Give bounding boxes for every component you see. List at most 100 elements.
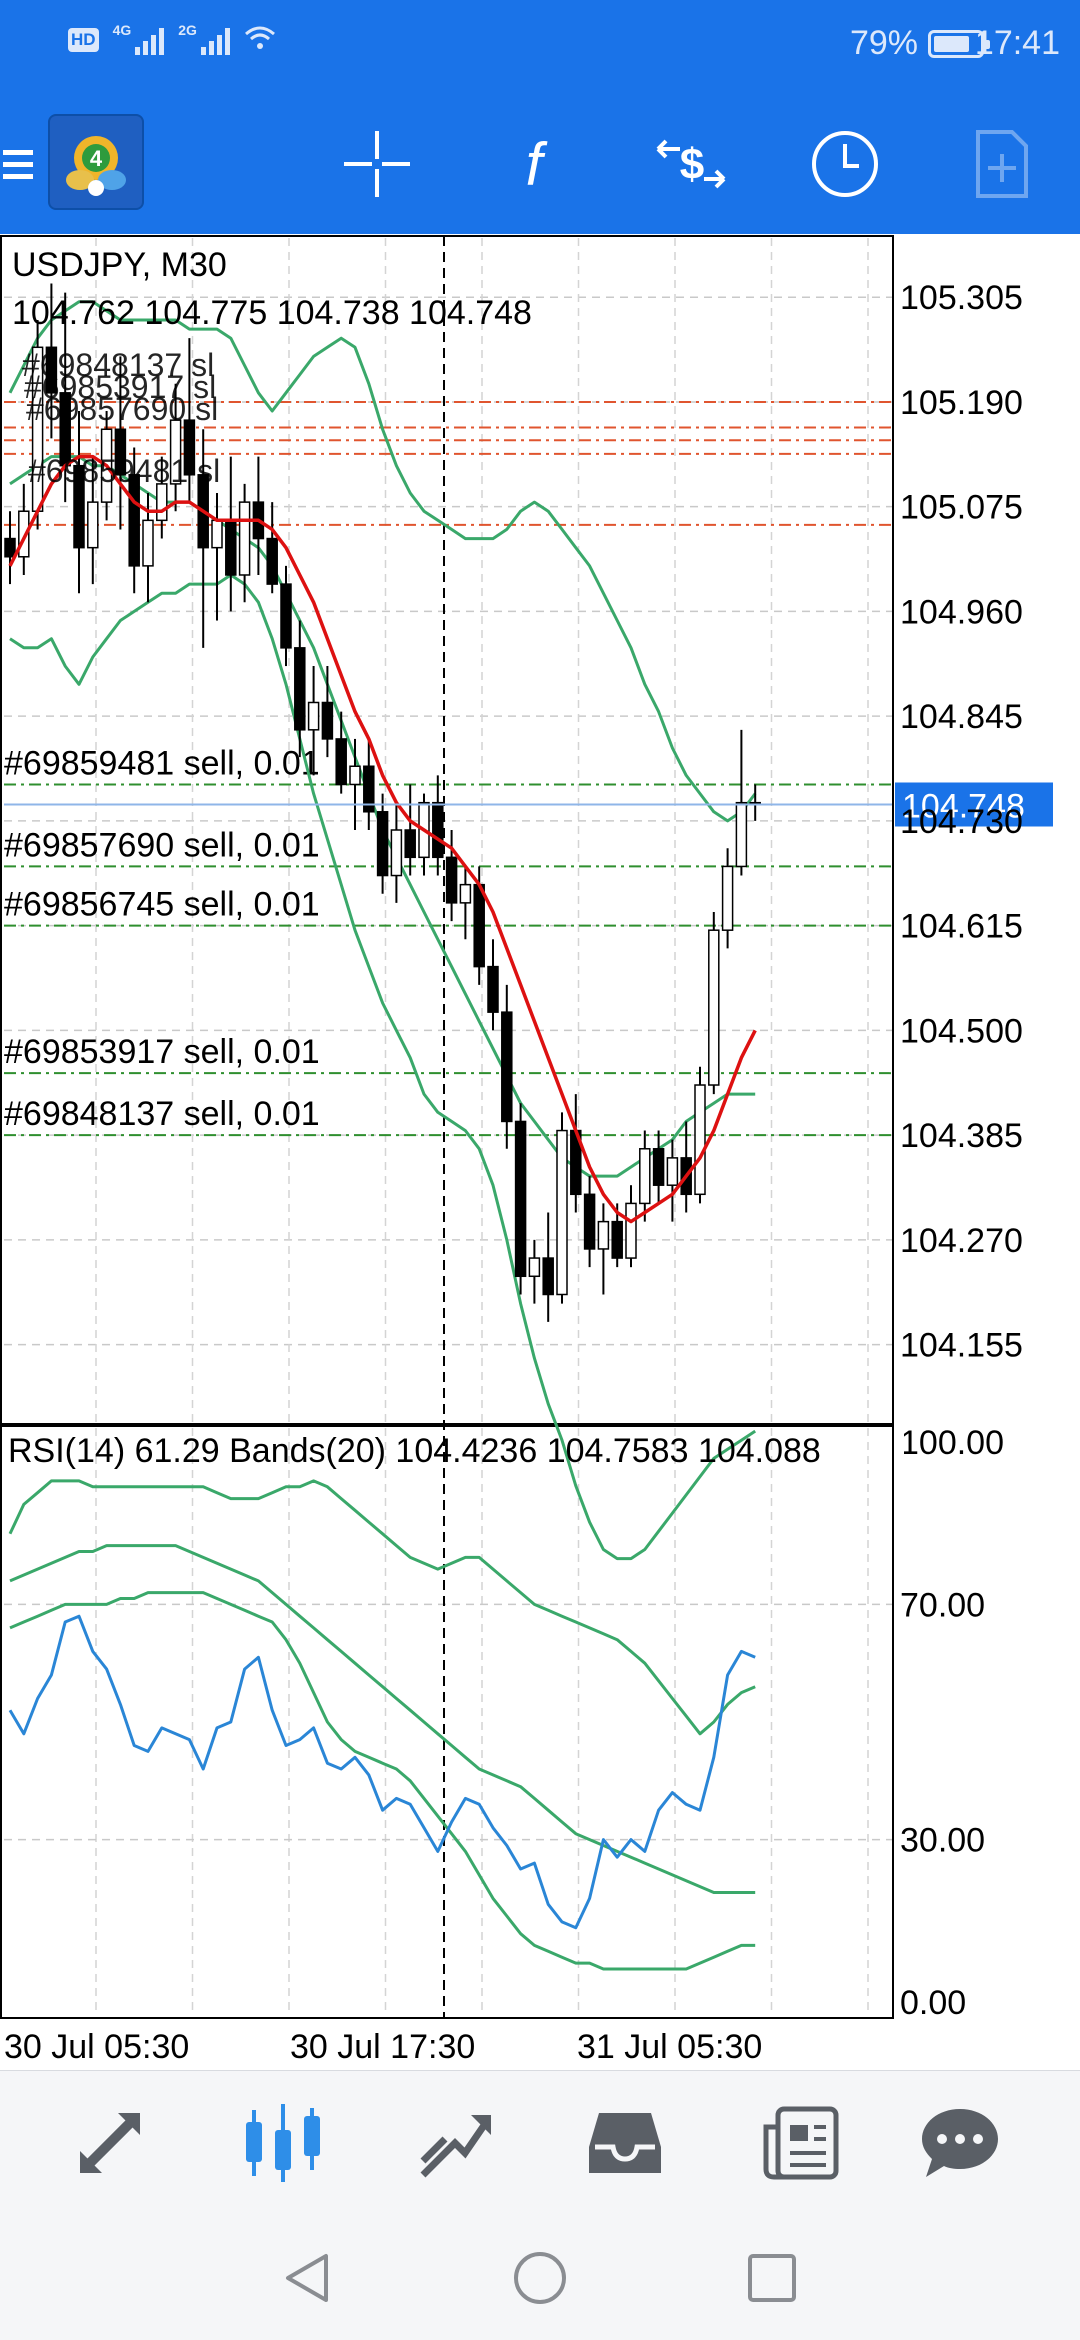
candle xyxy=(652,1130,665,1204)
bull-candle-body xyxy=(708,929,720,1086)
back-icon[interactable] xyxy=(280,2250,336,2311)
hd-badge: HD xyxy=(68,27,99,52)
candle xyxy=(183,338,196,503)
messages-icon[interactable] xyxy=(905,2093,1015,2193)
price-chart[interactable]: #69859481 sell, 0.01 #69857690 sell, 0.01… xyxy=(0,234,1080,2070)
candle xyxy=(114,356,127,530)
candle xyxy=(625,1185,637,1268)
bear-candle-body xyxy=(183,419,196,476)
candle xyxy=(570,1094,582,1213)
candle xyxy=(280,565,292,667)
bear-candle-body xyxy=(321,701,334,740)
bull-candle-body xyxy=(721,865,734,931)
rsi-tick-label: 70.00 xyxy=(900,1586,985,1624)
indicators-icon[interactable]: f xyxy=(482,112,586,216)
candle xyxy=(708,911,720,1095)
candle xyxy=(321,666,334,758)
bollinger-lower-band xyxy=(9,573,757,1561)
bear-candle-body xyxy=(473,883,485,968)
bull-candle-body xyxy=(156,483,168,522)
battery-icon xyxy=(928,29,990,58)
crosshair-icon[interactable] xyxy=(325,112,429,216)
bear-candle-body xyxy=(376,811,389,877)
bull-candle-body xyxy=(735,801,748,868)
time-axis-label: 31 Jul 05:30 xyxy=(577,2028,762,2066)
candle xyxy=(597,1203,610,1295)
price-tick-label: 105.190 xyxy=(900,384,1023,422)
candle xyxy=(432,775,444,876)
order-label: #69859481 sell, 0.01 xyxy=(4,744,320,782)
candle xyxy=(335,711,347,794)
bear-candle-body xyxy=(501,1011,513,1123)
candle xyxy=(666,1139,679,1222)
rsi-header: RSI(14) 61.29 Bands(20) 104.4236 104.758… xyxy=(8,1432,821,1470)
rsi-band-middle xyxy=(9,1544,756,1894)
chart-area[interactable]: #69859481 sell, 0.01 #69857690 sell, 0.01… xyxy=(0,234,1080,2070)
bull-candle-body xyxy=(349,765,361,786)
news-icon[interactable] xyxy=(745,2093,855,2193)
rsi-chart-frame xyxy=(0,1425,894,2019)
candle xyxy=(73,411,85,594)
order-label: #69856745 sell, 0.01 xyxy=(4,886,320,924)
signal-1-icon xyxy=(135,25,165,55)
bull-candle-body xyxy=(307,701,320,731)
bull-candle-body xyxy=(666,1157,679,1186)
candle xyxy=(45,283,58,439)
bear-candle-body xyxy=(542,1257,554,1296)
candle xyxy=(4,511,16,585)
quotes-icon[interactable] xyxy=(55,2093,165,2193)
bull-candle-body xyxy=(18,510,30,558)
bull-candle-body xyxy=(556,1129,568,1296)
candle xyxy=(156,456,168,539)
svg-text:4: 4 xyxy=(90,146,103,171)
candle xyxy=(514,1103,527,1295)
metatrader-logo-icon[interactable]: 4 xyxy=(48,114,144,210)
candle xyxy=(542,1212,554,1322)
chart-icon[interactable] xyxy=(228,2093,338,2193)
system-nav xyxy=(0,2220,1080,2340)
menu-icon[interactable] xyxy=(0,112,40,216)
bear-candle-body xyxy=(404,829,416,859)
current-price-badge xyxy=(895,782,1053,827)
stop-loss-label: #69853917 sl xyxy=(24,369,216,405)
candle xyxy=(376,793,389,894)
status-bar: HD 4G 2G 79% 17:41 xyxy=(0,0,1080,92)
candle xyxy=(735,729,748,876)
candle xyxy=(390,802,403,903)
candle xyxy=(87,456,99,585)
bottom-nav xyxy=(0,2070,1080,2220)
bear-candle-body xyxy=(294,647,306,731)
history-icon[interactable] xyxy=(570,2093,680,2193)
bull-candle-body xyxy=(211,519,223,549)
price-tick-label: 105.305 xyxy=(900,279,1023,317)
price-tick-label: 104.960 xyxy=(900,593,1023,631)
symbol-label: USDJPY, M30 xyxy=(12,246,227,284)
candle xyxy=(694,1066,706,1204)
bull-candle-body xyxy=(597,1220,610,1250)
network-indicators: HD 4G 2G xyxy=(68,22,278,57)
stop-loss-label: #69848137 sl xyxy=(22,347,214,383)
timeframe-icon[interactable] xyxy=(793,112,897,216)
network-1-label: 4G xyxy=(112,22,132,38)
candle xyxy=(225,456,237,612)
bear-candle-body xyxy=(225,519,237,576)
home-icon[interactable] xyxy=(512,2250,568,2311)
new-order-icon[interactable] xyxy=(950,112,1054,216)
trade-nav-icon[interactable] xyxy=(400,2093,510,2193)
candle xyxy=(459,866,472,940)
battery-group: 79% xyxy=(850,24,990,63)
price-tick-label: 104.155 xyxy=(900,1327,1023,1365)
recents-icon[interactable] xyxy=(744,2250,800,2311)
time-axis-label: 30 Jul 05:30 xyxy=(4,2028,189,2066)
candle xyxy=(501,984,513,1149)
candle xyxy=(128,447,140,594)
bull-candle-body xyxy=(528,1257,541,1278)
order-label: #69857690 sell, 0.01 xyxy=(4,826,320,864)
bear-candle-body xyxy=(4,537,16,558)
price-tick-label: 105.075 xyxy=(900,489,1023,527)
candle xyxy=(583,1176,596,1268)
candle xyxy=(18,483,30,575)
trade-icon[interactable]: $ xyxy=(640,112,744,216)
bear-candle-body xyxy=(266,537,278,585)
svg-text:f: f xyxy=(526,131,548,198)
